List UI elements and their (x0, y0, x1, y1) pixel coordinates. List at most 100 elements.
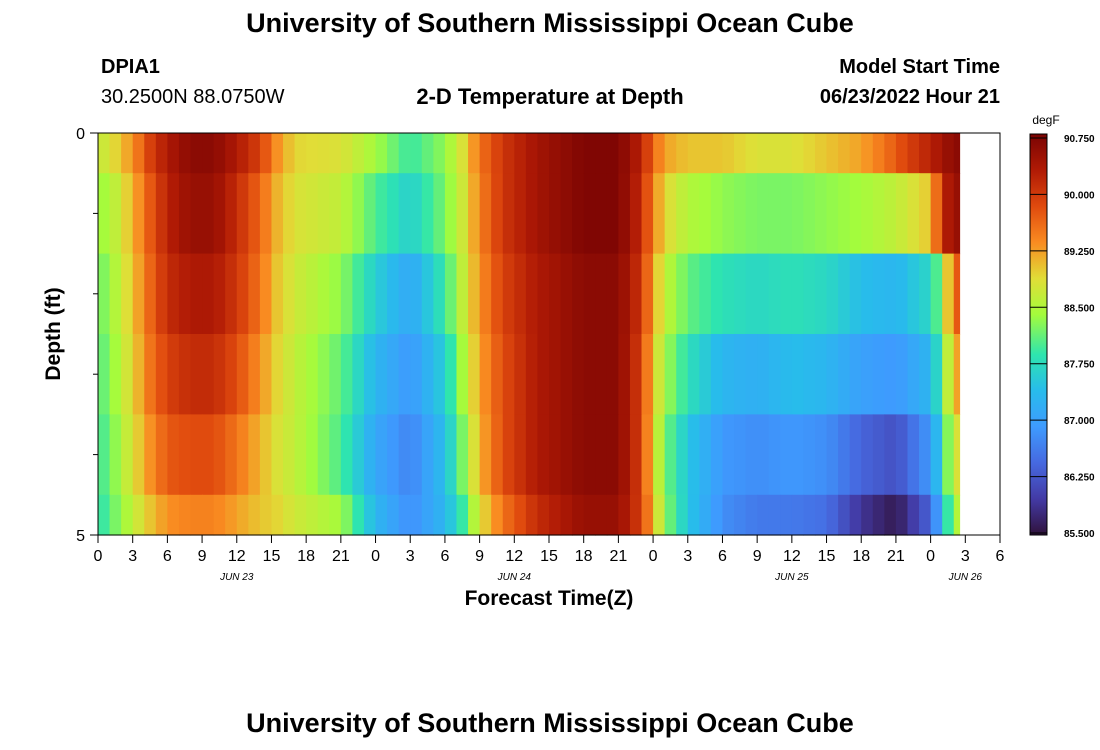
heatmap-cell (722, 133, 735, 174)
heatmap-cell (433, 173, 446, 255)
heatmap-cell (202, 253, 215, 335)
heatmap-cell (572, 173, 585, 255)
heatmap-cell (236, 173, 249, 255)
heatmap-cell (98, 334, 111, 415)
heatmap-cell (768, 494, 781, 536)
heatmap-cell (502, 334, 515, 415)
heatmap-cell (306, 133, 319, 174)
heatmap-cell (641, 414, 654, 496)
heatmap-cell (167, 494, 180, 536)
heatmap-cell (907, 253, 920, 335)
x-tick-label: 18 (575, 548, 593, 565)
heatmap-cell (549, 173, 562, 255)
heatmap-cell (803, 133, 816, 174)
heatmap-cell (803, 494, 816, 536)
heatmap-cell (907, 173, 920, 255)
heatmap-cell (248, 494, 261, 536)
heatmap-cell (583, 253, 596, 335)
colorbar-tick-label: 90.750 (1064, 134, 1095, 145)
heatmap-cell (236, 133, 249, 174)
heatmap-cell (294, 133, 307, 174)
heatmap-cell (907, 133, 920, 174)
heatmap-cell (930, 334, 943, 415)
heatmap-cell (525, 334, 539, 415)
heatmap-cell (271, 494, 284, 536)
heatmap-cell (259, 253, 273, 335)
heatmap-cell (872, 334, 885, 415)
heatmap-cell (549, 133, 562, 174)
heatmap-cell (676, 494, 689, 536)
heatmap-cell (734, 334, 747, 415)
heatmap-cell (687, 334, 700, 415)
heatmap-cell (479, 253, 492, 335)
heatmap-cell (653, 133, 666, 174)
heatmap-cell (734, 494, 747, 536)
heatmap-cell (930, 133, 943, 174)
heatmap-cell (722, 253, 735, 335)
heatmap-cell (190, 133, 203, 174)
heatmap-cell (653, 414, 666, 496)
heatmap-cell (468, 414, 481, 496)
heatmap-cell (803, 334, 816, 415)
colorbar-tick-label: 89.250 (1064, 247, 1095, 258)
heatmap-cell (826, 334, 839, 415)
heatmap-cell (814, 494, 828, 536)
heatmap-cell (502, 173, 515, 255)
heatmap-cell (491, 334, 504, 415)
heatmap-cell (444, 173, 458, 255)
heatmap-cell (953, 414, 961, 496)
heatmap-cell (132, 133, 145, 174)
heatmap-cell (791, 494, 805, 536)
heatmap-cell (722, 334, 735, 415)
x-tick-label: 0 (649, 548, 658, 565)
heatmap-cell (202, 133, 215, 174)
heatmap-cell (387, 494, 400, 536)
heatmap-cell (444, 494, 458, 536)
heatmap-cell (225, 494, 238, 536)
heatmap-cell (803, 253, 816, 335)
chart-title: 2-D Temperature at Depth (416, 84, 684, 109)
heatmap-cell (629, 253, 643, 335)
x-tick-label: 3 (128, 548, 137, 565)
colorbar-tick-label: 90.000 (1064, 190, 1095, 201)
heatmap-cell (109, 173, 122, 255)
model-start-label: Model Start Time (839, 56, 1000, 78)
heatmap-cell (942, 494, 955, 536)
day-label: JUN 26 (948, 572, 983, 583)
heatmap-cell (791, 133, 805, 174)
heatmap-cell (178, 334, 192, 415)
heatmap-cell (757, 414, 770, 496)
heatmap-cell (132, 414, 145, 496)
heatmap-cell (456, 253, 469, 335)
heatmap-cell (745, 253, 758, 335)
heatmap-cell (421, 494, 434, 536)
heatmap-cell (283, 133, 296, 174)
heatmap-cell (317, 334, 330, 415)
heatmap-cell (479, 334, 492, 415)
heatmap-cell (606, 133, 619, 174)
y-axis-label: Depth (ft) (42, 287, 65, 380)
heatmap-cell (884, 414, 897, 496)
heatmap-cell (375, 334, 388, 415)
heatmap-cell (340, 414, 354, 496)
heatmap-cell (479, 494, 492, 536)
heatmap-cell (560, 133, 573, 174)
heatmap-cell (734, 173, 747, 255)
colorbar-tick-label: 85.500 (1064, 529, 1095, 540)
heatmap-cell (629, 173, 643, 255)
heatmap-cell (537, 494, 550, 536)
heatmap-cell (583, 133, 596, 174)
heatmap-cell (664, 173, 677, 255)
heatmap-cell (421, 334, 434, 415)
heatmap-cell (363, 414, 377, 496)
heatmap-cell (375, 173, 388, 255)
heatmap-cell (155, 414, 168, 496)
heatmap-cell (849, 253, 862, 335)
heatmap-cell (410, 133, 423, 174)
heatmap-cell (907, 334, 920, 415)
heatmap-cell (259, 334, 273, 415)
heatmap-cell (814, 253, 828, 335)
heatmap-cell (167, 133, 180, 174)
axes: 0 3 6 9 12 15 18 21 0 3 6 9 12 15 18 21 0 3 6 9 12 15 18 21 0 3 6 J… (76, 126, 1004, 583)
heatmap-cell (525, 414, 539, 496)
